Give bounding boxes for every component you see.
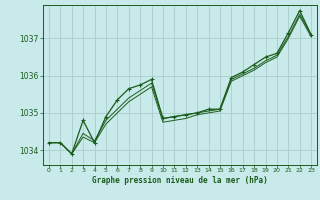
X-axis label: Graphe pression niveau de la mer (hPa): Graphe pression niveau de la mer (hPa) <box>92 176 268 185</box>
